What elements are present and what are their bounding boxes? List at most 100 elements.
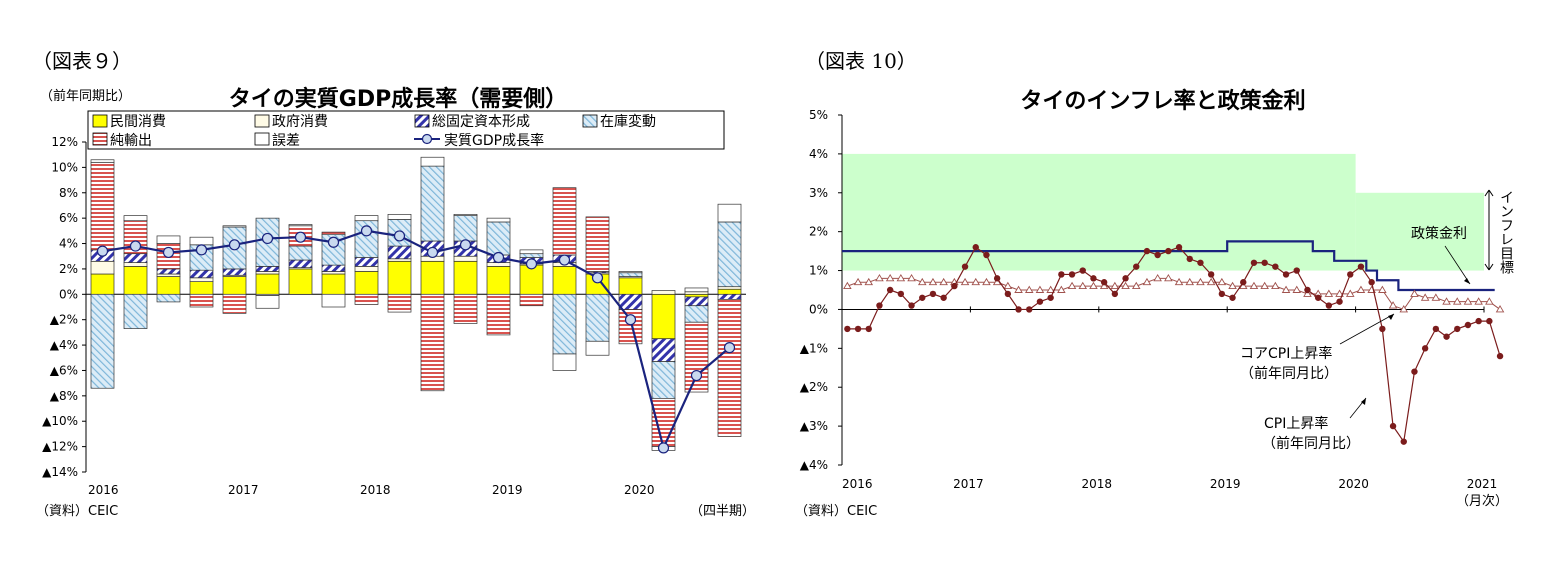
cpi-point [1496,352,1504,360]
fig9-y-tick-label: ▲12% [42,440,78,454]
bar-fixed-investment [651,338,676,362]
fig9-y-tick-label: 6% [59,211,78,225]
fig10-x-unit: （月次） [1456,493,1508,509]
cpi-point [1336,298,1343,305]
legend-swatch-government-consumption [254,114,270,128]
cpi-point [1347,271,1354,278]
cpi-point [1026,306,1033,313]
cpi-point [1175,244,1183,251]
fig10: （図表 10） タイのインフレ率と政策金利 5% 4% 3% 2% 1% 0% ▲1% ▲2%… [795,49,1514,519]
core-cpi-point [1335,289,1344,297]
bar-net-exports [552,187,577,256]
cpi-point [886,286,894,294]
bar-error [552,353,577,371]
core-cpi-point [1378,285,1387,293]
cpi-point [1250,259,1258,266]
core-cpi-point [1110,281,1120,290]
fig9-year-label: 2020 [624,483,655,497]
bar-government-consumption [651,290,676,295]
core-cpi-point [1153,273,1162,282]
bar-government-consumption [189,277,214,282]
gdp-growth-point [723,342,736,354]
fig9-y-tick-label: 12% [51,135,78,149]
gdp-growth-point [591,272,604,284]
core-cpi-point [1196,277,1205,286]
core-cpi-leader [1339,313,1395,345]
cpi-point [1207,271,1215,278]
fig9-year-label: 2016 [88,483,119,497]
fig10-y-tick-label: ▲2% [800,380,828,394]
bracket-arrow-bottom [1484,263,1490,271]
policy-rate-arrowhead [1464,278,1470,284]
cpi-point [1154,251,1161,259]
bar-error [519,249,544,255]
core-cpi-point [875,273,884,282]
cpi-point [1368,279,1375,286]
gdp-growth-point [657,442,670,454]
cpi-label-line1: CPI上昇率 [1264,415,1328,432]
fig9-y-tick-label: 2% [59,262,78,276]
fig9-y-tick-label: ▲4% [50,338,78,352]
cpi-point [1133,263,1140,270]
bar-error [288,224,313,227]
bar-government-consumption [156,273,181,277]
bar-error [585,340,610,356]
core-cpi-label-line2: （前年同月比） [1240,365,1338,382]
bar-private-consumption [717,288,742,295]
cpi-point [1004,290,1012,298]
cpi-point [1143,247,1151,255]
cpi-point [876,302,883,309]
fig10-year-label: 2019 [1210,477,1241,491]
core-cpi-point [1217,277,1227,286]
bar-government-consumption [453,255,478,262]
cpi-point [1304,286,1311,294]
bar-net-exports [387,293,412,313]
core-cpi-point [1292,285,1302,293]
bar-private-consumption [552,266,577,295]
core-cpi-point [1164,273,1173,282]
cpi-point [1068,271,1076,278]
bar-private-consumption [420,260,445,295]
core-cpi-point [939,277,948,286]
gdp-growth-point [327,236,340,248]
bar-error [189,236,214,246]
bar-fixed-investment [717,293,742,300]
policy-rate-leader [1444,245,1471,285]
cpi-point [1015,306,1022,313]
core-cpi-point [1271,281,1280,290]
core-cpi-point [907,273,916,282]
bar-net-exports [585,216,610,272]
fig9-y-tick-label: 0% [59,287,78,301]
bar-error [453,213,478,216]
legend-swatch-net-exports [92,132,108,146]
bar-error [486,217,511,223]
bar-error [156,235,181,244]
cpi-point [1100,279,1108,286]
policy-rate-label: 政策金利 [1411,225,1467,242]
fig9-y-tick-label: 8% [59,186,78,200]
legend-private-consumption: 民間消費 [110,114,166,130]
cpi-point [1464,321,1472,329]
bar-private-consumption [156,276,181,295]
fig10-inflation-target-band [842,153,1484,271]
gdp-growth-point [294,231,307,243]
core-cpi-point [917,277,927,286]
core-cpi-point [1420,293,1430,301]
bar-inventory-change [420,165,445,242]
bar-net-exports [90,161,115,251]
fig10-source: （資料）CEIC [795,504,877,519]
bar-inventory-change [618,272,643,277]
inflation-target-label: インフレ目標 [1498,190,1514,274]
fig10-y-tick-label: 5% [809,108,828,122]
bar-government-consumption [321,271,346,275]
bar-private-consumption [255,273,280,295]
core-cpi-point [1452,297,1462,305]
core-cpi-point [982,277,991,286]
bar-inventory-change [156,293,181,303]
gdp-growth-point [195,244,208,256]
legend-government-consumption: 政府消費 [272,114,328,130]
fig10-y-tick-label: 1% [809,264,828,278]
bar-fixed-investment [618,293,643,310]
cpi-point [1240,279,1247,286]
bar-net-exports [684,321,709,393]
